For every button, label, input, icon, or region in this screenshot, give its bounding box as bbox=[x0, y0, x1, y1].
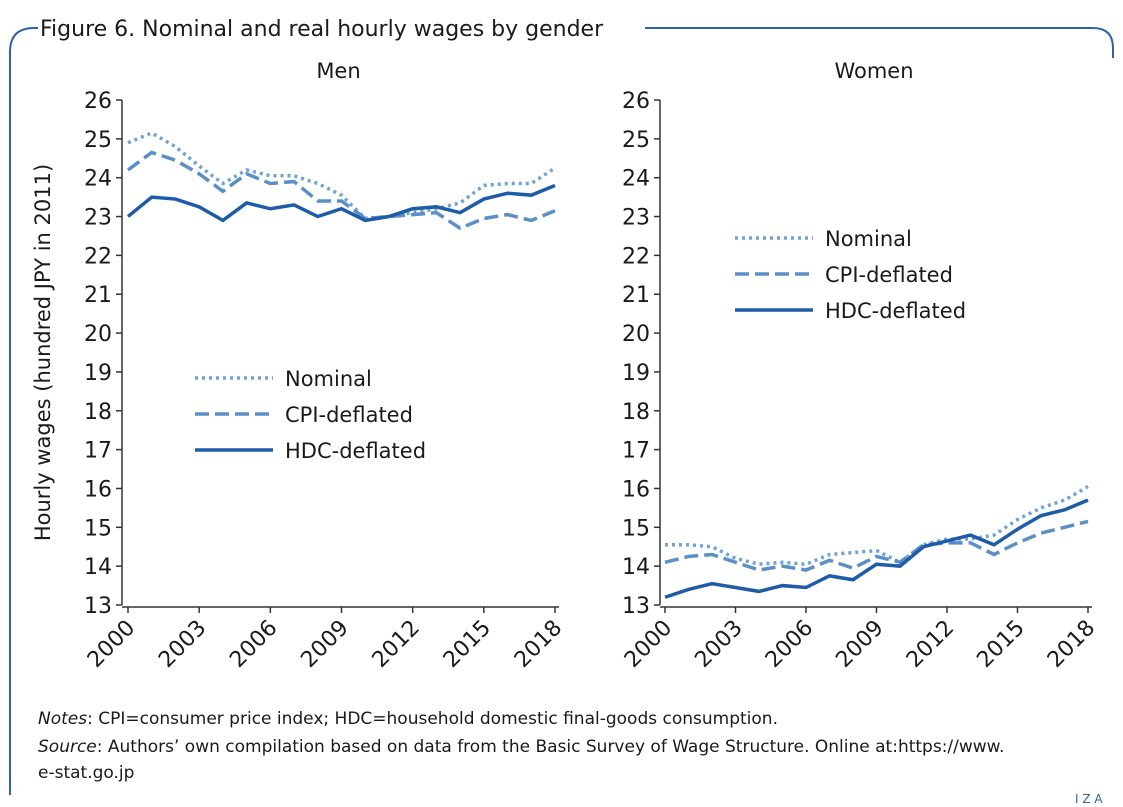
source-text: : Authors’ own compilation based on data… bbox=[97, 737, 1005, 757]
x-tick-label: 2003 bbox=[690, 616, 747, 673]
legend-label: Nominal bbox=[825, 227, 912, 251]
x-tick-label: 2006 bbox=[761, 616, 818, 673]
x-tick-label: 2012 bbox=[368, 616, 425, 673]
y-tick-label: 14 bbox=[84, 555, 112, 580]
y-tick-label: 23 bbox=[84, 206, 112, 231]
notes: Notes: CPI=consumer price index; HDC=hou… bbox=[38, 709, 778, 729]
line-series bbox=[127, 131, 556, 221]
x-tick-label: 2018 bbox=[1043, 616, 1100, 673]
y-tick-label: 22 bbox=[84, 244, 112, 269]
legend-label: CPI-deflated bbox=[285, 403, 413, 427]
legend-label: CPI-deflated bbox=[825, 263, 953, 287]
logo: I Z A bbox=[1075, 792, 1103, 806]
y-tick-label: 15 bbox=[622, 516, 650, 541]
y-tick-label: 26 bbox=[622, 89, 650, 114]
frame bbox=[645, 27, 1114, 58]
y-tick-label: 23 bbox=[622, 206, 650, 231]
line-series bbox=[126, 183, 556, 223]
x-tick-label: 2009 bbox=[296, 616, 353, 673]
source-cont: e-stat.go.jp bbox=[38, 763, 134, 783]
source-label: Source bbox=[38, 737, 97, 757]
y-tick-label: 17 bbox=[84, 439, 112, 464]
y-tick-label: 25 bbox=[84, 128, 112, 153]
y-tick-label: 17 bbox=[622, 439, 650, 464]
figure-title: Figure 6. Nominal and real hourly wages … bbox=[40, 17, 604, 42]
legend-label: HDC-deflated bbox=[825, 299, 966, 323]
y-tick-label: 19 bbox=[622, 361, 650, 386]
x-tick-label: 2012 bbox=[902, 616, 959, 673]
x-tick-label: 2000 bbox=[620, 616, 677, 673]
frame bbox=[9, 27, 38, 795]
y-tick-label: 18 bbox=[622, 400, 650, 425]
y-tick-label: 14 bbox=[622, 555, 650, 580]
y-tick-label: 13 bbox=[84, 594, 112, 619]
y-tick-label: 24 bbox=[622, 167, 650, 192]
source: Source: Authors’ own compilation based o… bbox=[38, 737, 1004, 757]
line-series bbox=[664, 519, 1089, 572]
y-tick-label: 25 bbox=[622, 128, 650, 153]
y-tick-label: 18 bbox=[84, 400, 112, 425]
line-series bbox=[664, 498, 1089, 599]
y-tick-label: 20 bbox=[84, 322, 112, 347]
y-tick-label: 26 bbox=[84, 89, 112, 114]
x-tick-label: 2003 bbox=[154, 616, 211, 673]
x-tick-label: 2015 bbox=[972, 616, 1029, 673]
legend-label: HDC-deflated bbox=[285, 439, 426, 463]
y-tick-label: 19 bbox=[84, 361, 112, 386]
notes-label: Notes bbox=[38, 709, 87, 729]
y-tick-label: 22 bbox=[622, 244, 650, 269]
y-tick-label: 21 bbox=[84, 283, 112, 308]
line-series bbox=[126, 150, 556, 231]
panel-title: Women bbox=[834, 59, 913, 83]
y-tick-label: 20 bbox=[622, 322, 650, 347]
y-tick-label: 21 bbox=[622, 283, 650, 308]
y-tick-label: 24 bbox=[84, 167, 112, 192]
x-tick-label: 2018 bbox=[510, 616, 567, 673]
y-tick-label: 15 bbox=[84, 516, 112, 541]
line-series bbox=[665, 485, 1089, 566]
x-tick-label: 2009 bbox=[831, 616, 888, 673]
panel-title: Men bbox=[316, 59, 360, 83]
x-tick-label: 2006 bbox=[225, 616, 282, 673]
x-tick-label: 2000 bbox=[83, 616, 140, 673]
y-tick-label: 16 bbox=[622, 477, 650, 502]
y-axis-label: Hourly wages (hundred JPY in 2011) bbox=[31, 164, 55, 541]
x-tick-label: 2015 bbox=[439, 616, 496, 673]
y-tick-label: 16 bbox=[84, 477, 112, 502]
notes-text: : CPI=consumer price index; HDC=househol… bbox=[87, 709, 778, 729]
y-tick-label: 13 bbox=[622, 594, 650, 619]
legend-label: Nominal bbox=[285, 367, 372, 391]
